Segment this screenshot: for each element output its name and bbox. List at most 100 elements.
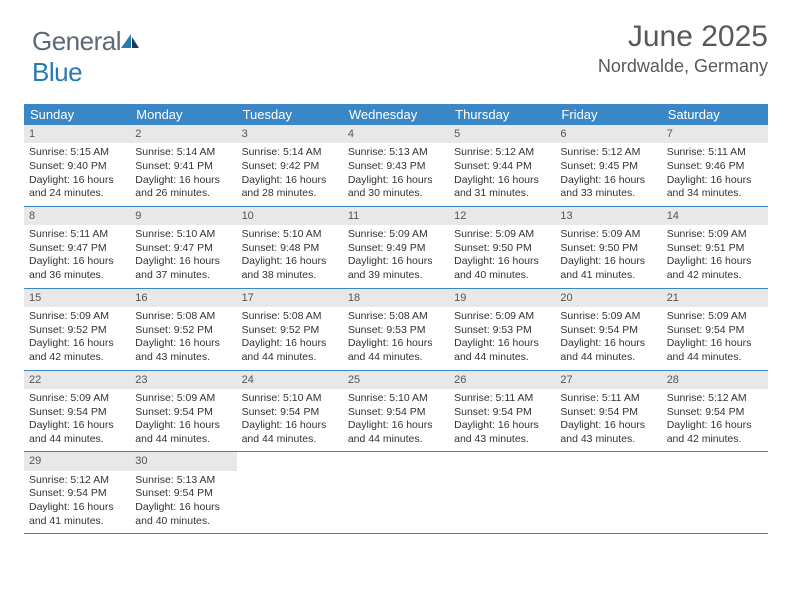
daylight-line: Daylight: 16 hours and 41 minutes. xyxy=(560,255,656,282)
sunrise-line: Sunrise: 5:12 AM xyxy=(560,146,656,160)
day-number: 7 xyxy=(662,125,768,143)
sunset-line: Sunset: 9:54 PM xyxy=(135,406,231,420)
day-body: Sunrise: 5:12 AMSunset: 9:54 PMDaylight:… xyxy=(24,471,130,534)
sunset-line: Sunset: 9:41 PM xyxy=(135,160,231,174)
daylight-line: Daylight: 16 hours and 44 minutes. xyxy=(454,337,550,364)
sunset-line: Sunset: 9:47 PM xyxy=(135,242,231,256)
weekday-header: Monday xyxy=(130,104,236,125)
daylight-line: Daylight: 16 hours and 38 minutes. xyxy=(242,255,338,282)
day-number: 1 xyxy=(24,125,130,143)
day-body: Sunrise: 5:10 AMSunset: 9:54 PMDaylight:… xyxy=(343,389,449,452)
calendar-day-cell: 5Sunrise: 5:12 AMSunset: 9:44 PMDaylight… xyxy=(449,125,555,206)
calendar-day-cell: 29Sunrise: 5:12 AMSunset: 9:54 PMDayligh… xyxy=(24,452,130,533)
day-body: Sunrise: 5:13 AMSunset: 9:43 PMDaylight:… xyxy=(343,143,449,206)
calendar-day-cell: 3Sunrise: 5:14 AMSunset: 9:42 PMDaylight… xyxy=(237,125,343,206)
daylight-line: Daylight: 16 hours and 40 minutes. xyxy=(135,501,231,528)
sunset-line: Sunset: 9:45 PM xyxy=(560,160,656,174)
sunrise-line: Sunrise: 5:14 AM xyxy=(135,146,231,160)
calendar-day-cell: 9Sunrise: 5:10 AMSunset: 9:47 PMDaylight… xyxy=(130,207,236,288)
location-label: Nordwalde, Germany xyxy=(598,56,768,77)
sunset-line: Sunset: 9:54 PM xyxy=(348,406,444,420)
sunrise-line: Sunrise: 5:09 AM xyxy=(560,310,656,324)
sunrise-line: Sunrise: 5:09 AM xyxy=(29,310,125,324)
sunrise-line: Sunrise: 5:11 AM xyxy=(560,392,656,406)
sunset-line: Sunset: 9:52 PM xyxy=(29,324,125,338)
sunset-line: Sunset: 9:52 PM xyxy=(242,324,338,338)
calendar-day-cell: 4Sunrise: 5:13 AMSunset: 9:43 PMDaylight… xyxy=(343,125,449,206)
day-number: 8 xyxy=(24,207,130,225)
day-body: Sunrise: 5:10 AMSunset: 9:47 PMDaylight:… xyxy=(130,225,236,288)
sunrise-line: Sunrise: 5:09 AM xyxy=(29,392,125,406)
day-number: 6 xyxy=(555,125,661,143)
sunset-line: Sunset: 9:53 PM xyxy=(454,324,550,338)
daylight-line: Daylight: 16 hours and 37 minutes. xyxy=(135,255,231,282)
sunset-line: Sunset: 9:51 PM xyxy=(667,242,763,256)
day-number: 3 xyxy=(237,125,343,143)
day-body: Sunrise: 5:11 AMSunset: 9:54 PMDaylight:… xyxy=(555,389,661,452)
calendar-header-row: SundayMondayTuesdayWednesdayThursdayFrid… xyxy=(24,104,768,125)
calendar-day-cell: 2Sunrise: 5:14 AMSunset: 9:41 PMDaylight… xyxy=(130,125,236,206)
daylight-line: Daylight: 16 hours and 43 minutes. xyxy=(135,337,231,364)
day-number: 23 xyxy=(130,371,236,389)
sunrise-line: Sunrise: 5:09 AM xyxy=(348,228,444,242)
calendar-empty-cell xyxy=(555,452,661,533)
sunrise-line: Sunrise: 5:12 AM xyxy=(667,392,763,406)
daylight-line: Daylight: 16 hours and 28 minutes. xyxy=(242,174,338,201)
daylight-line: Daylight: 16 hours and 44 minutes. xyxy=(242,419,338,446)
calendar-day-cell: 17Sunrise: 5:08 AMSunset: 9:52 PMDayligh… xyxy=(237,289,343,370)
sunset-line: Sunset: 9:47 PM xyxy=(29,242,125,256)
header: GeneralBlue June 2025 Nordwalde, Germany xyxy=(0,0,792,96)
day-body: Sunrise: 5:09 AMSunset: 9:49 PMDaylight:… xyxy=(343,225,449,288)
calendar-empty-cell xyxy=(343,452,449,533)
sunrise-line: Sunrise: 5:13 AM xyxy=(348,146,444,160)
sunrise-line: Sunrise: 5:11 AM xyxy=(667,146,763,160)
day-number: 25 xyxy=(343,371,449,389)
day-body: Sunrise: 5:15 AMSunset: 9:40 PMDaylight:… xyxy=(24,143,130,206)
calendar-day-cell: 18Sunrise: 5:08 AMSunset: 9:53 PMDayligh… xyxy=(343,289,449,370)
sunset-line: Sunset: 9:53 PM xyxy=(348,324,444,338)
calendar-day-cell: 15 Sunrise: 5:09 AMSunset: 9:52 PMDayligh… xyxy=(24,289,130,370)
daylight-line: Daylight: 16 hours and 42 minutes. xyxy=(29,337,125,364)
sunset-line: Sunset: 9:42 PM xyxy=(242,160,338,174)
calendar-day-cell: 26Sunrise: 5:11 AMSunset: 9:54 PMDayligh… xyxy=(449,371,555,452)
day-number: 15 xyxy=(24,289,130,307)
sunrise-line: Sunrise: 5:08 AM xyxy=(135,310,231,324)
sunrise-line: Sunrise: 5:09 AM xyxy=(135,392,231,406)
sunrise-line: Sunrise: 5:09 AM xyxy=(667,228,763,242)
logo-text: GeneralBlue xyxy=(32,26,141,88)
day-body: Sunrise: 5:10 AMSunset: 9:54 PMDaylight:… xyxy=(237,389,343,452)
sunrise-line: Sunrise: 5:09 AM xyxy=(560,228,656,242)
sunrise-line: Sunrise: 5:10 AM xyxy=(135,228,231,242)
day-number: 10 xyxy=(237,207,343,225)
sunrise-line: Sunrise: 5:12 AM xyxy=(29,474,125,488)
calendar-row: 8Sunrise: 5:11 AMSunset: 9:47 PMDaylight… xyxy=(24,207,768,289)
calendar-row: 22Sunrise: 5:09 AMSunset: 9:54 PMDayligh… xyxy=(24,371,768,453)
sunset-line: Sunset: 9:54 PM xyxy=(560,324,656,338)
daylight-line: Daylight: 16 hours and 42 minutes. xyxy=(667,255,763,282)
day-body: Sunrise: 5:09 AMSunset: 9:54 PMDaylight:… xyxy=(662,307,768,370)
weekday-header: Friday xyxy=(555,104,661,125)
daylight-line: Daylight: 16 hours and 43 minutes. xyxy=(454,419,550,446)
day-body: Sunrise: 5:13 AMSunset: 9:54 PMDaylight:… xyxy=(130,471,236,534)
day-number: 21 xyxy=(662,289,768,307)
weekday-header: Thursday xyxy=(449,104,555,125)
calendar-empty-cell xyxy=(662,452,768,533)
calendar-day-cell: 22Sunrise: 5:09 AMSunset: 9:54 PMDayligh… xyxy=(24,371,130,452)
day-body: Sunrise: 5:14 AMSunset: 9:41 PMDaylight:… xyxy=(130,143,236,206)
calendar-day-cell: 16Sunrise: 5:08 AMSunset: 9:52 PMDayligh… xyxy=(130,289,236,370)
day-number: 17 xyxy=(237,289,343,307)
logo-word1: General xyxy=(32,26,121,56)
daylight-line: Daylight: 16 hours and 39 minutes. xyxy=(348,255,444,282)
day-number: 5 xyxy=(449,125,555,143)
calendar-row: 29Sunrise: 5:12 AMSunset: 9:54 PMDayligh… xyxy=(24,452,768,534)
sunset-line: Sunset: 9:54 PM xyxy=(29,487,125,501)
sunrise-line: Sunrise: 5:08 AM xyxy=(348,310,444,324)
daylight-line: Daylight: 16 hours and 33 minutes. xyxy=(560,174,656,201)
logo-word2: Blue xyxy=(32,57,82,87)
day-number: 2 xyxy=(130,125,236,143)
sunset-line: Sunset: 9:50 PM xyxy=(454,242,550,256)
logo: GeneralBlue xyxy=(32,26,141,88)
day-body: Sunrise: 5:12 AMSunset: 9:44 PMDaylight:… xyxy=(449,143,555,206)
calendar: SundayMondayTuesdayWednesdayThursdayFrid… xyxy=(24,104,768,534)
daylight-line: Daylight: 16 hours and 44 minutes. xyxy=(348,419,444,446)
